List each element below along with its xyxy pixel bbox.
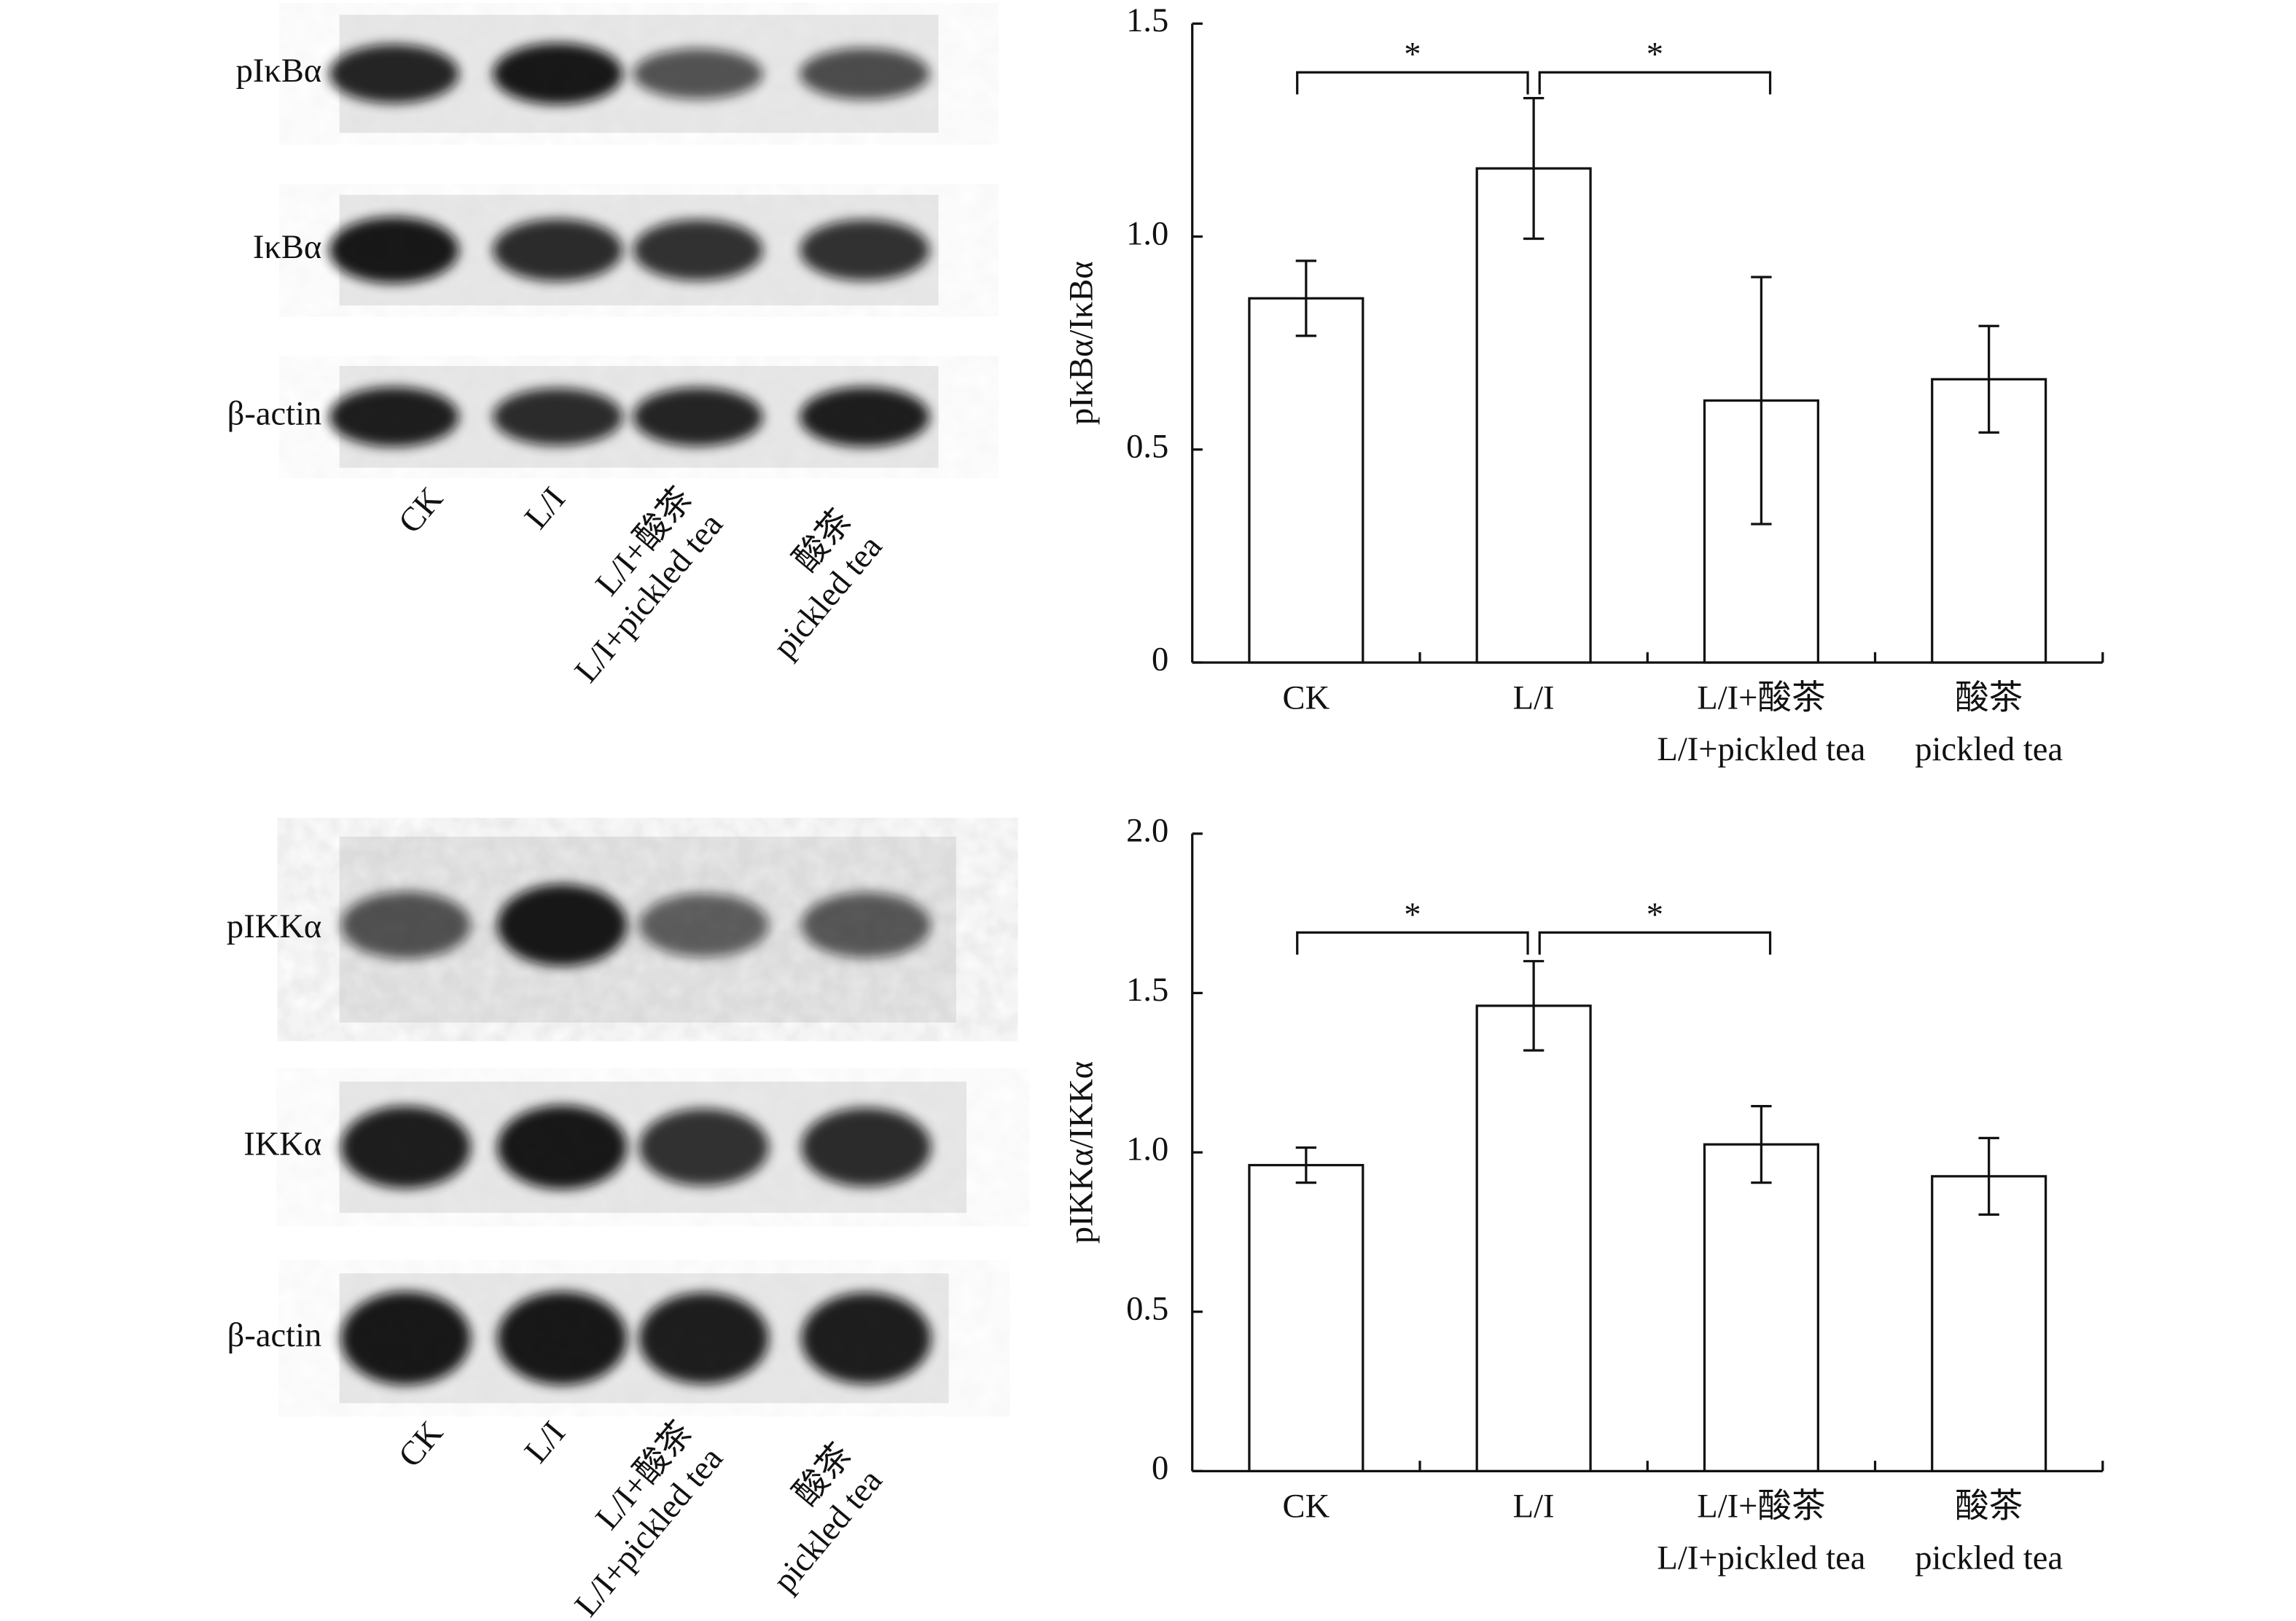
error-bar xyxy=(1751,276,1772,526)
y-tick-label: 2.0 xyxy=(1126,812,1168,849)
lane-label-line: CK xyxy=(391,480,450,541)
x-tick-label: pickled tea xyxy=(1915,731,2063,768)
significance-label: * xyxy=(1647,36,1663,74)
blot-band xyxy=(639,1108,769,1187)
blot-band xyxy=(497,1105,628,1190)
x-tick-label: L/I xyxy=(1513,1488,1555,1526)
bar xyxy=(1703,1143,1819,1472)
y-axis-label: pIκBα/IκBα xyxy=(1063,261,1101,425)
blot-band xyxy=(493,43,623,105)
blot-band xyxy=(800,219,930,281)
blot-band xyxy=(340,891,471,959)
error-bar xyxy=(1978,324,1999,434)
blot-band xyxy=(800,47,930,100)
blot-band xyxy=(633,387,763,447)
x-tick-label: L/I+pickled tea xyxy=(1657,1539,1865,1577)
significance-bracket xyxy=(1538,71,1772,95)
lane-label: L/I xyxy=(518,1415,573,1470)
significance-label: * xyxy=(1404,36,1421,74)
bar xyxy=(1931,1175,2047,1472)
error-bar xyxy=(1523,97,1545,241)
blot-row-label: IKKα xyxy=(243,1126,321,1163)
bar xyxy=(1248,1163,1364,1472)
x-tick-label: L/I+酸茶 xyxy=(1697,1488,1825,1526)
significance-bracket xyxy=(1296,71,1529,95)
x-tick-label: L/I+pickled tea xyxy=(1657,731,1865,768)
blot-band xyxy=(329,386,459,447)
blot-band xyxy=(329,44,459,103)
blot-band xyxy=(493,388,623,446)
x-tick-label: pickled tea xyxy=(1915,1539,2063,1577)
error-bar xyxy=(1978,1136,1999,1216)
error-bar xyxy=(1295,259,1317,337)
y-axis-label: pIKKα/IKKα xyxy=(1063,1061,1101,1243)
y-tick-label: 1.5 xyxy=(1126,972,1168,1009)
blot-row-label: β-actin xyxy=(227,1317,322,1354)
blot-band xyxy=(497,1291,628,1386)
y-tick-label: 0.5 xyxy=(1126,1290,1168,1327)
blot-row-label: IκBα xyxy=(253,229,321,266)
y-tick-label: 0 xyxy=(1152,1450,1168,1487)
x-tick-label: 酸茶 xyxy=(1955,679,2023,716)
blot-band xyxy=(493,219,623,281)
blot-band xyxy=(801,1292,932,1384)
y-tick-label: 1.5 xyxy=(1126,2,1168,39)
y-tick-label: 0.5 xyxy=(1126,428,1168,465)
x-tick-label: CK xyxy=(1283,1488,1330,1526)
x-tick-label: L/I xyxy=(1513,679,1555,716)
bar xyxy=(1248,297,1364,664)
y-tick-label: 0 xyxy=(1152,641,1168,679)
blot-band xyxy=(633,48,763,99)
lane-label: CK xyxy=(391,1414,450,1474)
significance-bracket xyxy=(1296,931,1529,955)
x-tick-label: CK xyxy=(1283,679,1330,716)
blot-band xyxy=(801,1107,932,1187)
blot-band xyxy=(497,884,628,966)
blot-band xyxy=(639,1292,769,1384)
blot-row-label: pIKKα xyxy=(227,908,321,945)
lane-label: CK xyxy=(391,480,450,541)
error-bar xyxy=(1751,1105,1772,1184)
blot-row-label: β-actin xyxy=(227,396,322,433)
bar xyxy=(1475,167,1592,664)
bar xyxy=(1475,1004,1592,1472)
blot-band xyxy=(801,892,932,958)
y-tick-label: 1.0 xyxy=(1126,1131,1168,1168)
blot-row-label: pIκBα xyxy=(236,52,322,90)
blot-band xyxy=(329,216,459,284)
lane-label-line: CK xyxy=(391,1414,450,1474)
x-tick-label: 酸茶 xyxy=(1955,1488,2023,1526)
lane-label-line: L/I xyxy=(518,1415,573,1470)
significance-label: * xyxy=(1647,897,1663,934)
lane-label: L/I xyxy=(518,480,573,536)
blot-band xyxy=(639,893,769,958)
significance-bracket xyxy=(1538,931,1772,955)
blot-band xyxy=(633,219,763,281)
error-bar xyxy=(1295,1146,1317,1184)
blot-band xyxy=(340,1291,471,1386)
x-tick-label: L/I+酸茶 xyxy=(1697,679,1825,716)
blot-band xyxy=(340,1106,471,1189)
y-tick-label: 1.0 xyxy=(1126,215,1168,252)
error-bar xyxy=(1523,960,1545,1052)
blot-band xyxy=(800,386,930,447)
lane-label-line: L/I xyxy=(518,480,573,536)
significance-label: * xyxy=(1404,897,1421,934)
